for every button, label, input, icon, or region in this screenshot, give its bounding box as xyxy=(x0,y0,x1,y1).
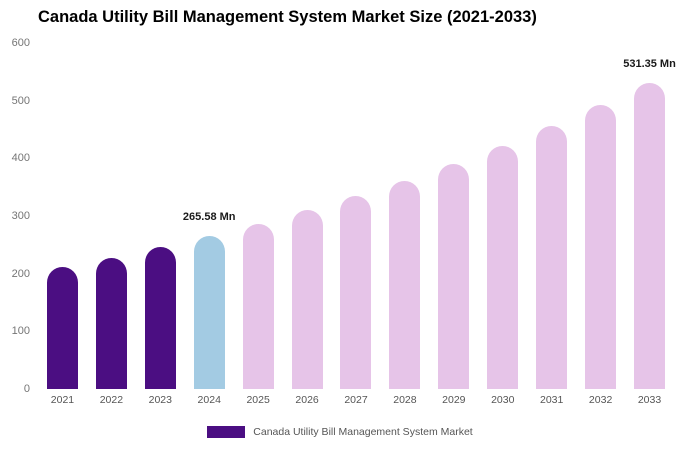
bar-2033 xyxy=(634,82,666,389)
bar-column-2023 xyxy=(136,43,185,389)
y-tick-label: 0 xyxy=(23,383,30,395)
bar-2032 xyxy=(585,105,617,389)
bar-2029 xyxy=(438,163,470,389)
bar-2025 xyxy=(242,223,274,389)
bar-value-label: 265.58 Mn xyxy=(182,210,236,223)
bar-2027 xyxy=(340,196,372,389)
bar-2024 xyxy=(193,235,225,389)
x-tick-label: 2023 xyxy=(148,394,172,406)
bar-2028 xyxy=(389,180,421,389)
chart-legend: Canada Utility Bill Management System Ma… xyxy=(0,426,680,438)
bar-column-2022 xyxy=(87,43,136,389)
bar-column-2021 xyxy=(38,43,87,389)
bar-column-2031 xyxy=(527,43,576,389)
bar-column-2026 xyxy=(283,43,332,389)
x-tick-label: 2022 xyxy=(99,394,124,406)
bar-2022 xyxy=(95,257,127,389)
x-tick-label: 2033 xyxy=(637,394,662,406)
bar-column-2033: 531.35 Mn xyxy=(623,43,676,389)
x-tick-label: 2029 xyxy=(442,394,466,406)
x-tick-label: 2031 xyxy=(540,394,564,406)
x-tick-label: 2021 xyxy=(50,394,75,406)
bar-column-2030 xyxy=(478,43,527,389)
y-tick-label: 300 xyxy=(11,210,30,222)
y-axis: 0 100 200 300 400 500 600 xyxy=(0,0,34,450)
bar-2031 xyxy=(536,126,568,389)
x-axis-labels: 2021 2022 2023 2024 2025 2026 2027 2028 2029 2030… xyxy=(38,394,674,406)
bar-column-2032 xyxy=(576,43,625,389)
x-tick-label: 2026 xyxy=(295,394,319,406)
bar-column-2028 xyxy=(380,43,429,389)
bar-column-2029 xyxy=(429,43,478,389)
x-tick-label: 2027 xyxy=(344,394,368,406)
x-tick-label: 2025 xyxy=(246,394,270,406)
y-tick-label: 200 xyxy=(11,267,30,280)
bar-2023 xyxy=(144,247,176,389)
x-tick-label: 2028 xyxy=(393,394,417,406)
x-tick-label: 2024 xyxy=(197,394,221,406)
bar-column-2024: 265.58 Mn xyxy=(182,43,236,389)
bar-column-2027 xyxy=(332,43,381,389)
x-tick-label: 2032 xyxy=(588,394,613,406)
y-tick-label: 400 xyxy=(11,152,30,165)
bar-plot-area: 265.58 Mn 531.35 Mn xyxy=(38,43,676,389)
y-tick-label: 600 xyxy=(11,37,30,49)
x-tick-label: 2030 xyxy=(491,394,515,406)
chart-title: Canada Utility Bill Management System Ma… xyxy=(38,8,537,26)
y-tick-label: 100 xyxy=(11,325,30,338)
bar-2030 xyxy=(487,145,519,389)
bar-2021 xyxy=(46,267,78,389)
legend-swatch xyxy=(207,426,246,438)
bar-column-2025 xyxy=(234,43,283,389)
bar-2026 xyxy=(291,210,323,389)
y-tick-label: 500 xyxy=(11,94,30,107)
legend-label: Canada Utility Bill Management System Ma… xyxy=(253,426,473,438)
bar-value-label: 531.35 Mn xyxy=(623,57,676,70)
